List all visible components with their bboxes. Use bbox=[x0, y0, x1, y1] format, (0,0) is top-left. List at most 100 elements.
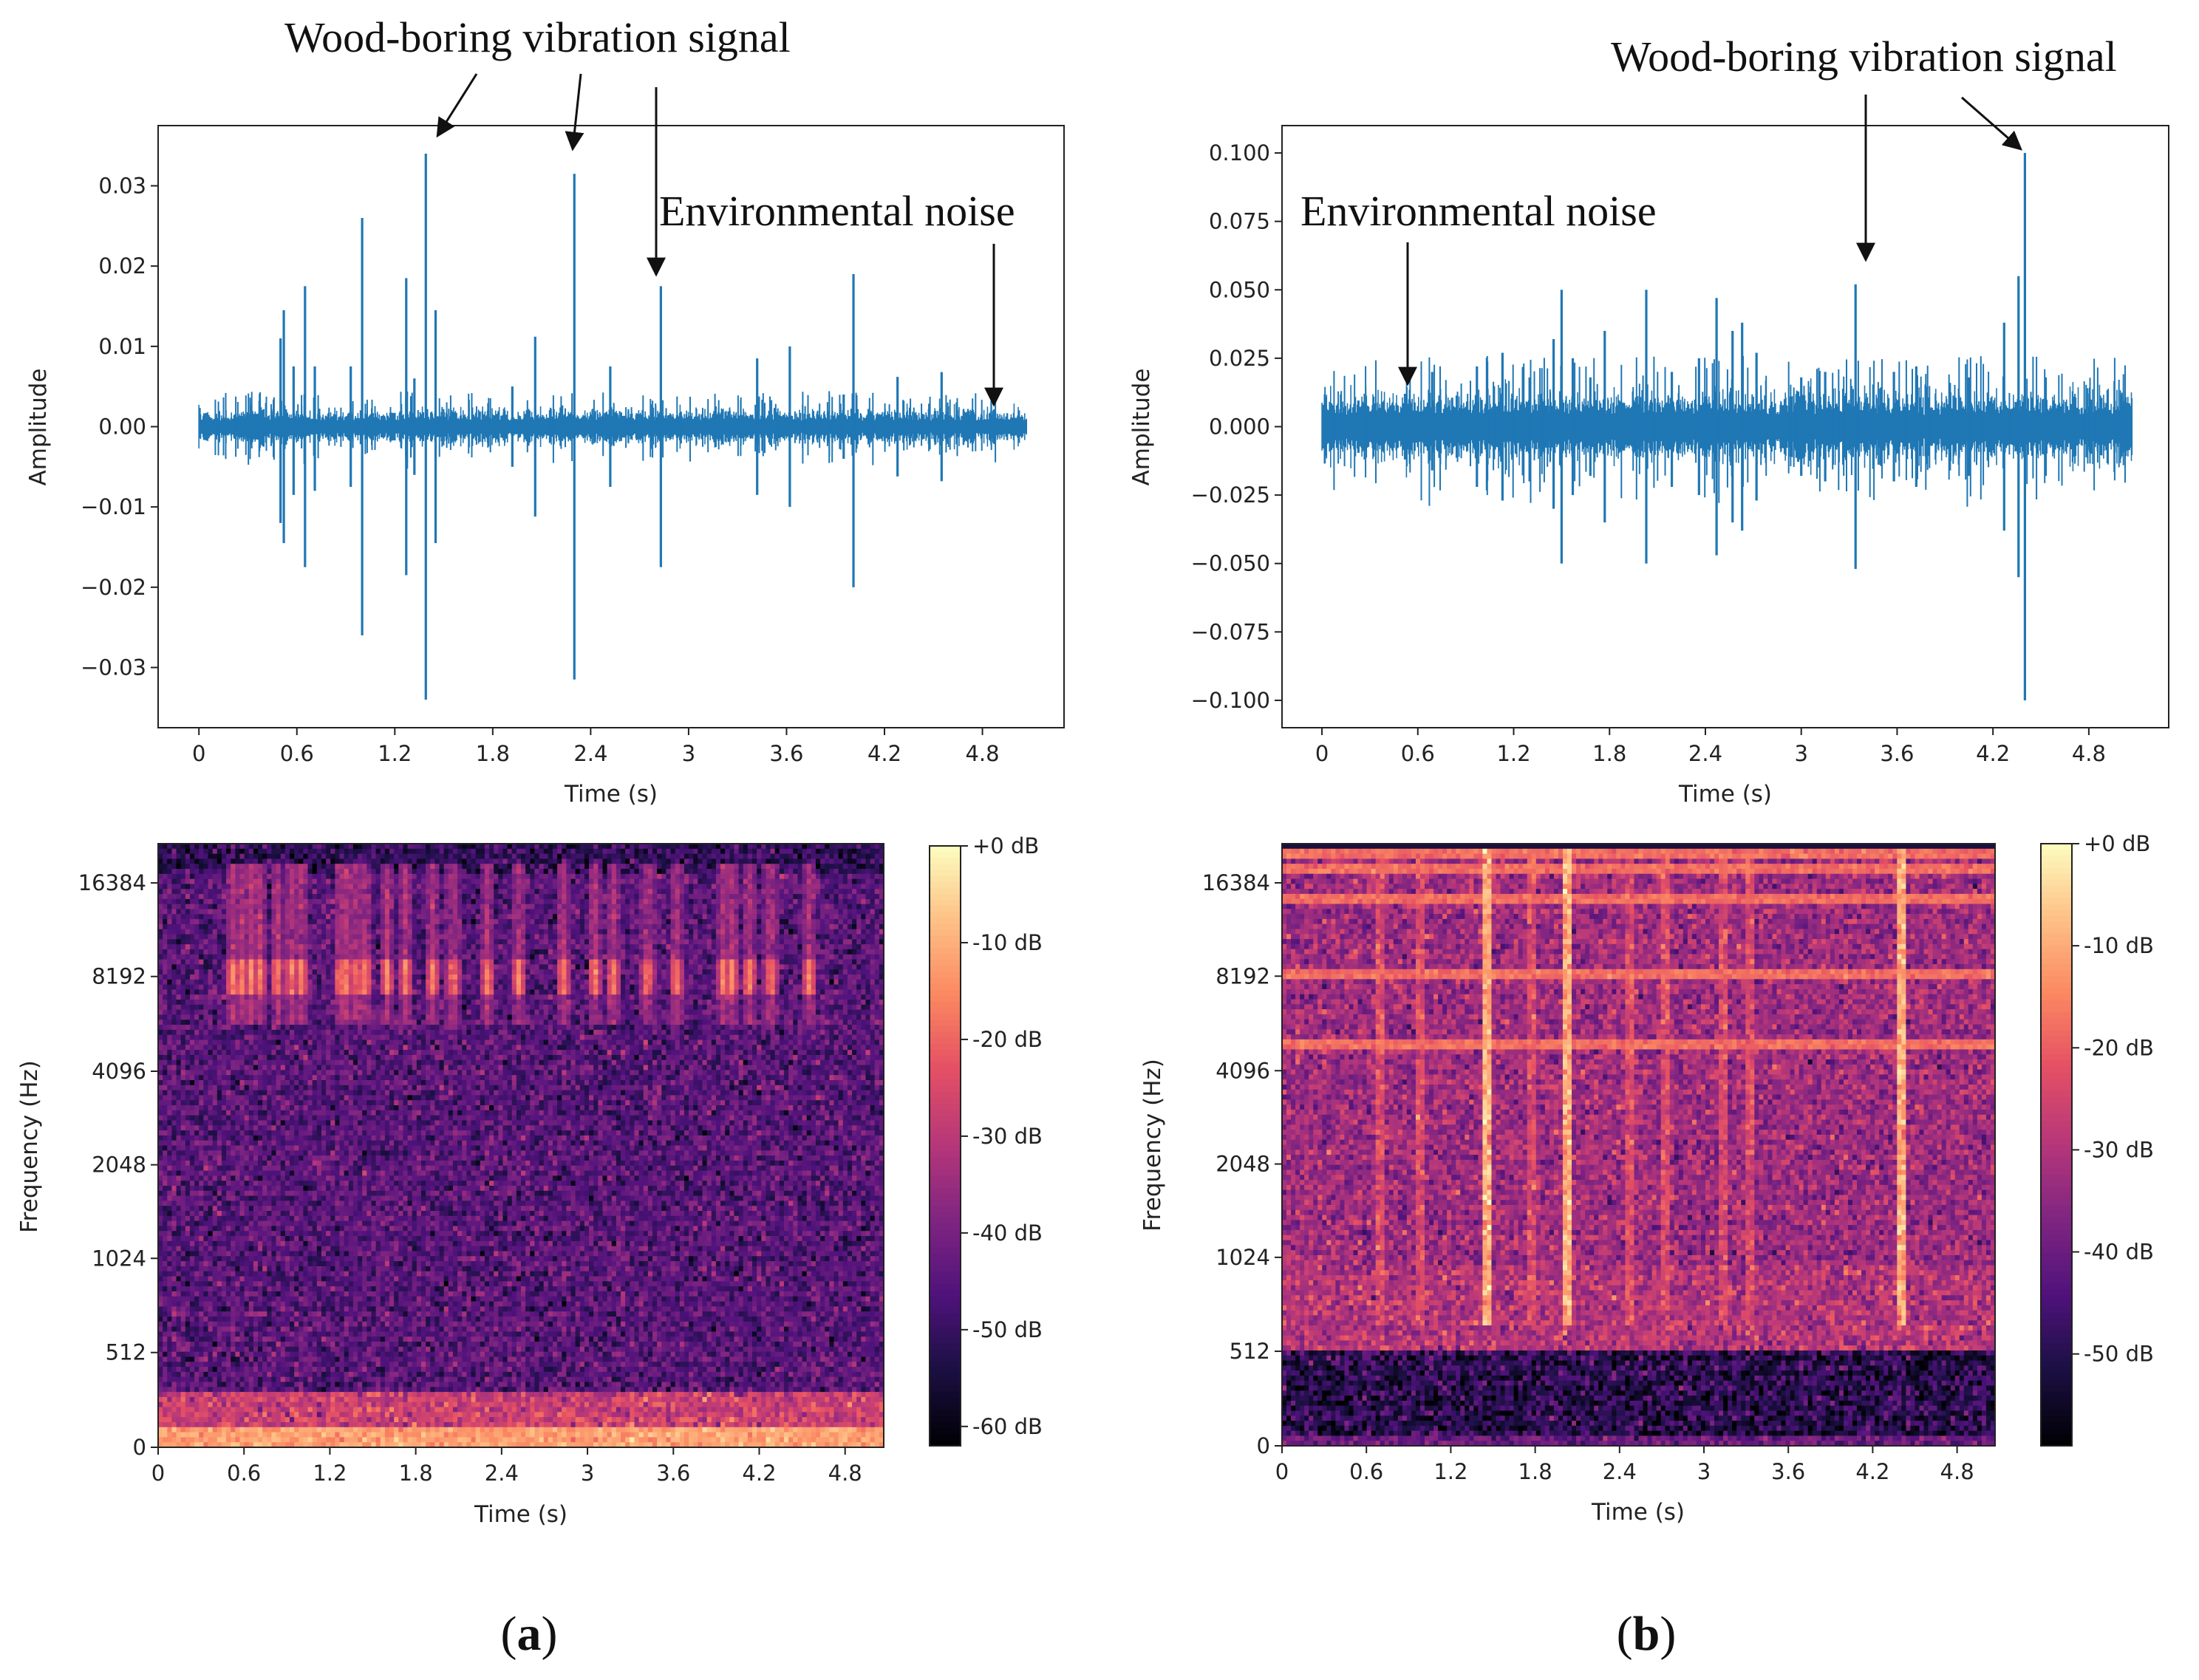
spectrogram-cell bbox=[443, 984, 449, 991]
spectrogram-cell bbox=[276, 954, 282, 960]
spectrogram-cell bbox=[797, 844, 803, 850]
spectrogram-cell bbox=[752, 878, 757, 885]
spectrogram-cell bbox=[502, 949, 508, 955]
spectrogram-cell bbox=[593, 969, 599, 975]
spectrogram-cell bbox=[675, 898, 681, 905]
spectrogram-cell bbox=[158, 858, 163, 864]
spectrogram-cell bbox=[579, 864, 585, 870]
spectrogram-cell bbox=[589, 904, 594, 910]
spectrogram-cell bbox=[706, 923, 712, 930]
spectrogram-cell bbox=[208, 914, 214, 920]
spectrogram-cell bbox=[865, 869, 871, 875]
spectrogram-cell bbox=[579, 974, 585, 980]
spectrogram-cell bbox=[725, 923, 730, 930]
spectrogram-cell bbox=[698, 878, 703, 885]
spectrogram-cell bbox=[199, 994, 204, 1000]
spectrogram-cell bbox=[575, 939, 581, 945]
spectrogram-cell bbox=[693, 904, 698, 910]
spectrogram-cell bbox=[521, 848, 526, 855]
spectrogram-cell bbox=[611, 889, 617, 895]
spectrogram-cell bbox=[647, 923, 653, 930]
spectrogram-cell bbox=[865, 929, 871, 935]
spectrogram-cell bbox=[689, 934, 694, 940]
spectrogram-cell bbox=[738, 989, 744, 995]
spectrogram-cell bbox=[217, 949, 222, 955]
spectrogram-cell bbox=[879, 909, 884, 915]
spectrogram-cell bbox=[598, 848, 604, 855]
spectrogram-cell bbox=[521, 864, 526, 870]
spectrogram-cell bbox=[652, 848, 658, 855]
spectrogram-cell bbox=[189, 949, 195, 955]
spectrogram-cell bbox=[783, 949, 789, 955]
spectrogram-cell bbox=[176, 898, 182, 905]
spectrogram-cell bbox=[747, 974, 753, 980]
spectrogram-cell bbox=[430, 914, 435, 920]
spectrogram-cell bbox=[398, 864, 404, 870]
spectrogram-cell bbox=[239, 974, 245, 980]
spectrogram-cell bbox=[734, 944, 740, 950]
spectrogram-cell bbox=[335, 994, 341, 1000]
spectrogram-cell bbox=[575, 954, 581, 960]
spectrogram-cell bbox=[426, 969, 431, 975]
spectrogram-cell bbox=[375, 848, 381, 855]
spectrogram-cell bbox=[226, 884, 231, 889]
waveform-plot-b: 0 0.6 1.2 1.8 2.4 3 3.6 4.2 4.8 0.1000.0750.0500… bbox=[1128, 33, 2169, 807]
spectrogram-cell bbox=[630, 974, 635, 980]
spectrogram-cell bbox=[398, 934, 404, 940]
spectrogram-cell bbox=[774, 844, 780, 850]
spectrogram-cell bbox=[248, 944, 254, 950]
spectrogram-cell bbox=[466, 969, 472, 975]
spectrogram-cell bbox=[557, 869, 562, 875]
spectrogram-cell bbox=[426, 878, 431, 885]
spectrogram-cell bbox=[384, 884, 390, 889]
spectrogram-cell bbox=[339, 923, 345, 930]
spectrogram-cell bbox=[584, 914, 590, 920]
spectrogram-cell bbox=[598, 984, 604, 991]
spectrogram-cell bbox=[502, 974, 508, 980]
spectrogram-cell bbox=[734, 954, 740, 960]
spectrogram-cell bbox=[284, 914, 290, 920]
spectrogram-cell bbox=[203, 858, 209, 864]
spectrogram-cell bbox=[543, 934, 549, 940]
spectrogram-cell bbox=[621, 969, 626, 975]
spectrogram-cell bbox=[548, 989, 553, 995]
spectrogram-cell bbox=[348, 909, 354, 915]
spectrogram-cell bbox=[344, 878, 350, 885]
spectrogram-cell bbox=[303, 994, 309, 1000]
spectrogram-cell bbox=[448, 984, 454, 991]
spectrogram-cell bbox=[865, 904, 871, 910]
spectrogram-cell bbox=[262, 989, 267, 995]
spectrogram-cell bbox=[521, 984, 526, 991]
spectrogram-cell bbox=[248, 919, 254, 925]
spectrogram-cell bbox=[189, 974, 195, 980]
spectrogram-cell bbox=[788, 844, 794, 850]
spectrogram-cell bbox=[548, 959, 553, 965]
spectrogram-cell bbox=[693, 853, 698, 860]
spectrogram-cell bbox=[299, 939, 304, 945]
spectrogram-cell bbox=[534, 939, 540, 945]
spectrogram-cell bbox=[766, 889, 771, 895]
spectrogram-cell bbox=[802, 949, 808, 955]
spectrogram-cell bbox=[443, 864, 449, 870]
spectrogram-cell bbox=[221, 984, 227, 991]
spectrogram-cell bbox=[738, 914, 744, 920]
spectrogram-cell bbox=[384, 909, 390, 915]
spectrogram-cell bbox=[434, 858, 440, 864]
spectrogram-cell bbox=[326, 848, 331, 855]
spectrogram-cell bbox=[217, 914, 222, 920]
spectrogram-cell bbox=[643, 904, 649, 910]
spectrogram-cell bbox=[811, 979, 816, 986]
spectrogram-cell bbox=[534, 934, 540, 940]
spectrogram-cell bbox=[702, 919, 708, 925]
spectrogram-cell bbox=[371, 923, 377, 930]
spectrogram-cell bbox=[284, 949, 290, 955]
spectrogram-cell bbox=[861, 959, 867, 965]
spectrogram-cell bbox=[362, 989, 367, 995]
spectrogram-cell bbox=[842, 889, 848, 895]
spectrogram-cell bbox=[430, 844, 435, 850]
spectrogram-cell bbox=[797, 934, 803, 940]
spectrogram-cell bbox=[589, 864, 594, 870]
spectrogram-cell bbox=[543, 848, 549, 855]
spectrogram-cell bbox=[180, 898, 186, 905]
spectrogram-cell bbox=[552, 848, 558, 855]
